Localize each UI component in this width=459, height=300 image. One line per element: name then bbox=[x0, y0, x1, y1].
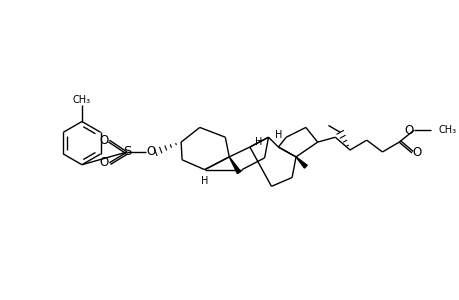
Text: O: O bbox=[403, 124, 413, 137]
Text: H: H bbox=[201, 176, 208, 186]
Text: CH₃: CH₃ bbox=[437, 125, 456, 135]
Polygon shape bbox=[296, 157, 307, 168]
Polygon shape bbox=[229, 157, 240, 174]
Text: O: O bbox=[99, 156, 108, 169]
Text: S: S bbox=[123, 146, 131, 158]
Text: H: H bbox=[254, 137, 262, 147]
Text: CH₃: CH₃ bbox=[73, 95, 91, 105]
Text: H: H bbox=[274, 130, 281, 140]
Text: O: O bbox=[99, 134, 108, 147]
Text: O: O bbox=[411, 146, 420, 159]
Text: O: O bbox=[146, 146, 155, 158]
